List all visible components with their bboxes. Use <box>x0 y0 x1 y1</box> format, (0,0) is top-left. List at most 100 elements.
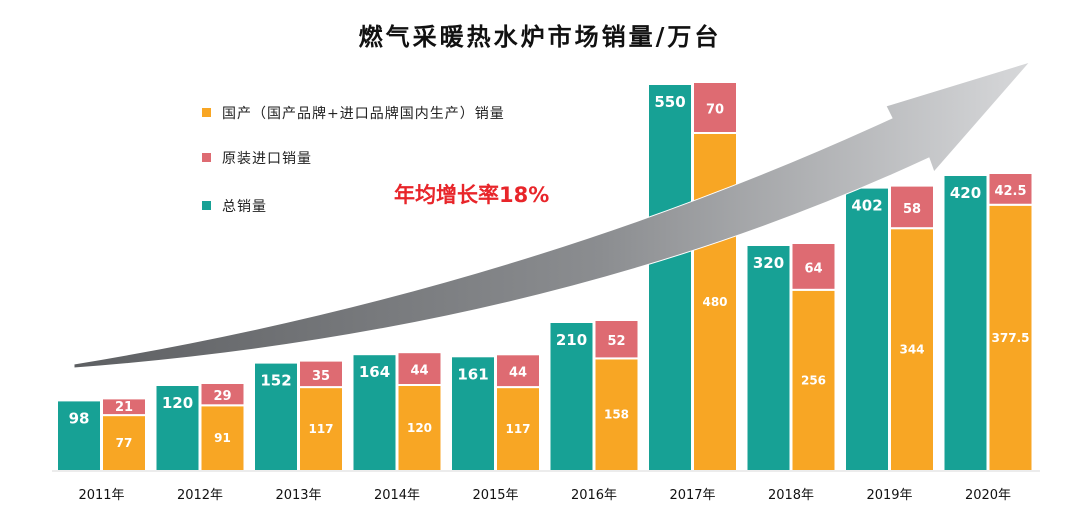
bar-group-5: 210 52 158 <box>550 321 638 470</box>
bar-total <box>846 188 888 470</box>
bar-total <box>747 246 790 470</box>
bar-import <box>891 186 933 228</box>
bar-domestic <box>201 406 244 470</box>
tick-label: 2011年 <box>78 488 124 503</box>
bar-total <box>550 323 593 470</box>
data-label-import: 52 <box>607 334 625 349</box>
bar-domestic <box>398 386 441 470</box>
legend-swatch-domestic <box>202 108 211 117</box>
tick-label: 2012年 <box>177 488 223 503</box>
tick-label: 2019年 <box>866 488 912 503</box>
bar-separator <box>300 386 342 389</box>
bar-import <box>398 353 441 384</box>
data-label-import: 29 <box>213 389 231 404</box>
bar-domestic <box>497 388 539 470</box>
legend-label-domestic: 国产（国产品牌+进口品牌国内生产）销量 <box>222 105 505 122</box>
data-label-total: 320 <box>753 254 784 272</box>
legend-label-total: 总销量 <box>222 199 267 215</box>
data-label-domestic: 117 <box>505 422 530 436</box>
bar-total <box>156 386 199 470</box>
bar-separator <box>792 288 835 291</box>
bar-import <box>300 361 342 387</box>
data-label-total: 420 <box>950 184 981 202</box>
data-label-domestic: 256 <box>801 373 826 387</box>
bar-separator <box>694 132 736 134</box>
bar-import <box>595 321 638 358</box>
bar-separator <box>103 414 145 417</box>
data-label-total: 161 <box>457 365 488 383</box>
x-axis-ticks: 2011年 2012年 2013年 2014年 2015年 2016年 2017年 2018年… <box>78 488 1011 503</box>
bar-total <box>58 401 100 470</box>
data-label-import: 64 <box>804 261 822 276</box>
data-label-total: 210 <box>556 331 587 349</box>
data-label-total: 550 <box>654 93 685 111</box>
tick-label: 2015年 <box>472 488 518 503</box>
data-label-import: 58 <box>903 202 921 217</box>
bar-import <box>103 399 145 415</box>
bar-separator <box>201 404 244 407</box>
tick-label: 2013年 <box>275 488 321 503</box>
data-label-import: 21 <box>115 400 133 415</box>
data-label-domestic: 158 <box>604 408 629 422</box>
bar-total <box>649 85 691 470</box>
data-label-domestic: 91 <box>214 431 231 445</box>
tick-label: 2018年 <box>768 488 814 503</box>
bar-domestic <box>300 388 342 470</box>
tick-label: 2016年 <box>571 488 617 503</box>
data-label-total: 98 <box>69 409 90 427</box>
legend-swatch-import <box>202 153 211 162</box>
bar-total <box>255 363 297 470</box>
legend-swatch-total <box>202 201 211 210</box>
bar-total <box>452 357 494 470</box>
growth-annotation: 年均增长率18% <box>394 183 549 207</box>
data-label-total: 164 <box>359 363 390 381</box>
bar-group-0: 98 21 77 <box>58 399 145 470</box>
data-label-domestic: 480 <box>702 295 727 309</box>
data-label-total: 152 <box>260 372 291 390</box>
bar-total <box>353 355 396 470</box>
tick-label: 2014年 <box>374 488 420 503</box>
bar-separator <box>891 227 933 230</box>
data-label-import: 42.5 <box>994 184 1026 199</box>
tick-label: 2017年 <box>669 488 715 503</box>
bar-separator <box>595 357 638 360</box>
bar-separator <box>989 203 1032 206</box>
bar-group-3: 164 44 120 <box>353 353 441 470</box>
bars-group: 98 21 77 120 29 91 152 35 117 164 44 120 161 44 117 210… <box>58 83 1032 470</box>
bar-domestic <box>989 205 1032 470</box>
data-label-import: 44 <box>410 364 428 379</box>
data-label-import: 70 <box>706 103 724 118</box>
bar-domestic <box>595 359 638 470</box>
data-label-import: 44 <box>509 366 527 381</box>
data-label-domestic: 120 <box>407 421 432 435</box>
chart-title: 燃气采暖热水炉市场销量/万台 <box>359 22 722 51</box>
bar-import <box>694 83 736 132</box>
data-label-domestic: 377.5 <box>992 331 1030 345</box>
bar-group-2: 152 35 117 <box>255 361 342 470</box>
bar-group-1: 120 29 91 <box>156 384 244 470</box>
bar-separator <box>497 386 539 389</box>
legend: 国产（国产品牌+进口品牌国内生产）销量 原装进口销量 总销量 <box>202 105 505 215</box>
bar-domestic <box>103 416 145 470</box>
bar-domestic <box>792 290 835 470</box>
bar-separator <box>398 384 441 386</box>
bar-group-8: 402 58 344 <box>846 186 933 470</box>
bar-import <box>201 384 244 405</box>
bar-import <box>989 174 1032 204</box>
bar-import <box>497 355 539 387</box>
bar-group-9: 420 42.5 377.5 <box>944 174 1032 470</box>
data-label-domestic: 77 <box>116 436 133 450</box>
bar-import <box>792 244 835 289</box>
bar-group-6: 550 70 480 <box>649 83 736 470</box>
bar-group-7: 320 64 256 <box>747 244 835 470</box>
bar-group-4: 161 44 117 <box>452 355 539 470</box>
data-label-domestic: 117 <box>308 422 333 436</box>
growth-arrow <box>73 61 1032 369</box>
bar-total <box>944 176 987 470</box>
bar-domestic <box>891 229 933 470</box>
data-label-total: 402 <box>851 197 882 215</box>
data-label-domestic: 344 <box>899 343 924 357</box>
data-label-import: 35 <box>312 369 330 384</box>
